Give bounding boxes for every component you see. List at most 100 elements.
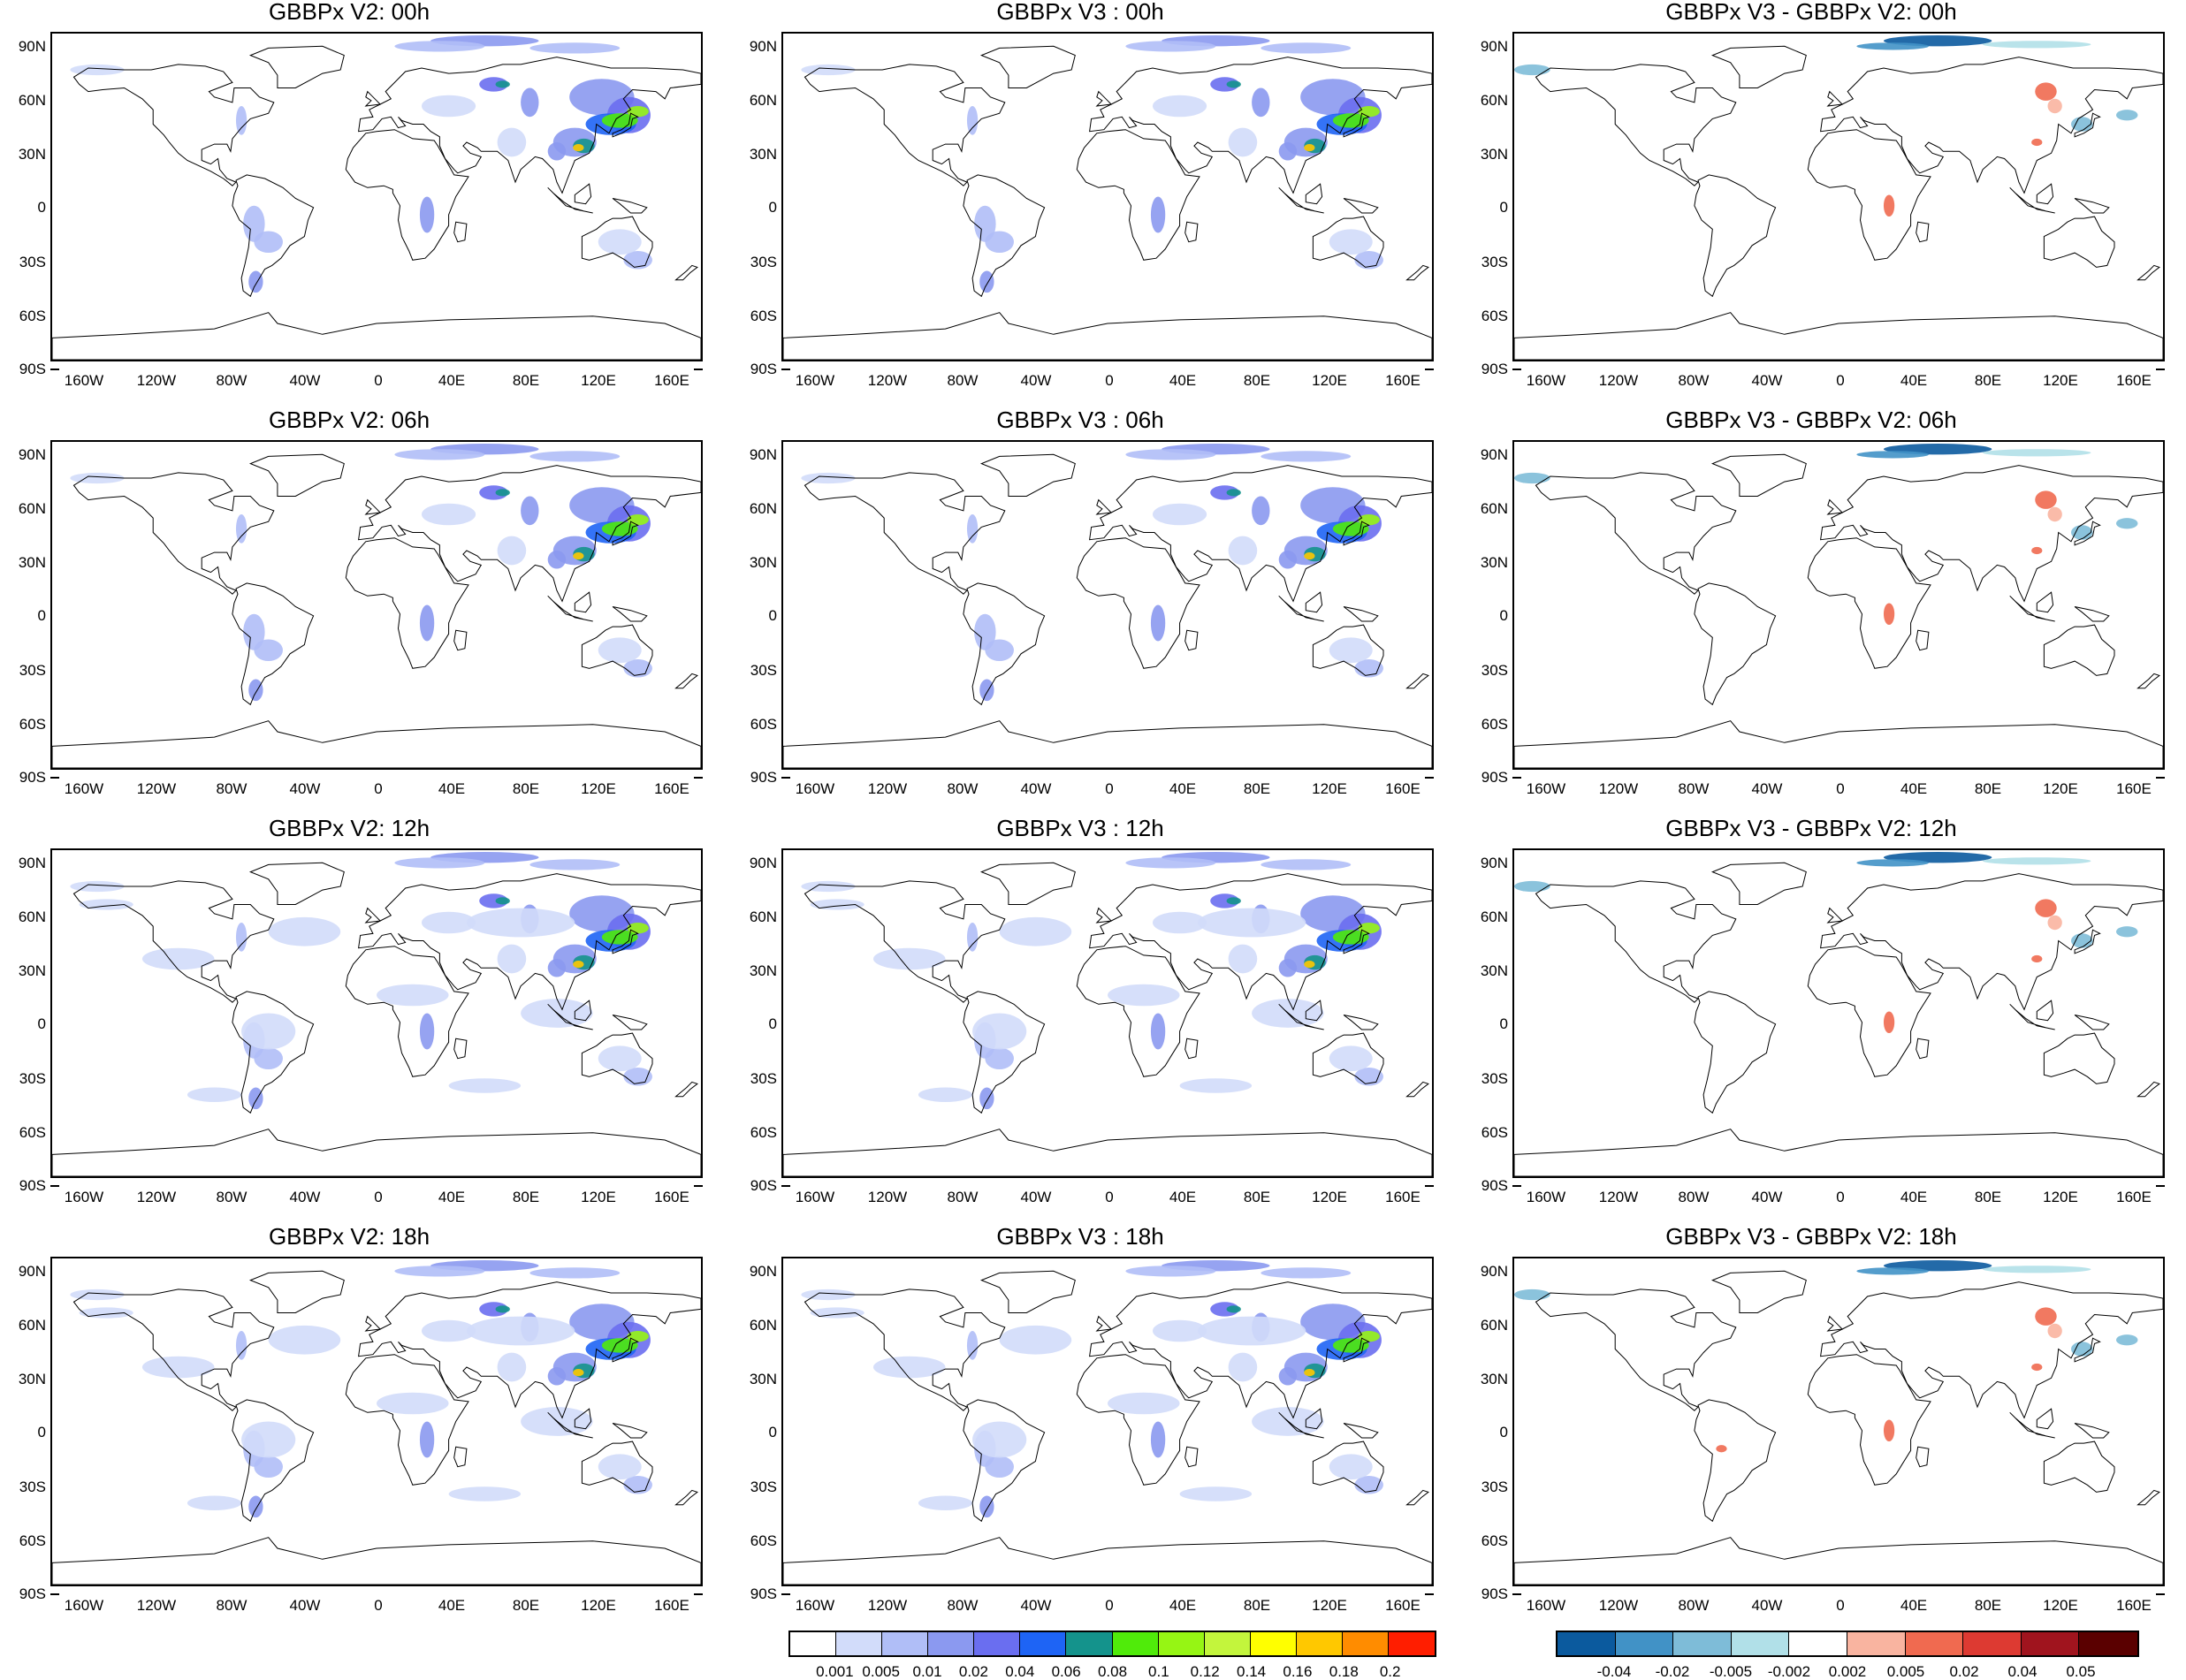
emission-contour (1150, 604, 1166, 642)
latitude-tick-label: 60S (750, 308, 777, 324)
latitude-tick-label: 30N (18, 1371, 46, 1387)
longitude-tick-label: 160E (1385, 372, 1421, 389)
colorbar-label: 0.01 (912, 1663, 942, 1680)
coastline-outline (1184, 221, 1199, 243)
longitude-tick-label: 120W (136, 372, 177, 389)
map-panel: GBBPx V2: 18h 90N 60N 30N 0 30S 60S 90S 160W 120W… (0, 1225, 703, 1633)
emission-contour (235, 923, 248, 952)
emission-contour (1304, 144, 1315, 152)
map-panel: GBBPx V3 - GBBPx V2: 00h 90N 60N 30N 0 30S 60S… (1462, 0, 2165, 408)
latitude-tick-label: 90S (1481, 1177, 1508, 1194)
coastline-outline (358, 873, 701, 1011)
emission-contour (495, 1305, 510, 1313)
latitude-tick-label: 60N (18, 500, 46, 517)
coastline-outline (1694, 1399, 1777, 1523)
emission-contour (1226, 897, 1241, 905)
emission-contour (573, 1369, 584, 1377)
longitude-tick-label: 40W (289, 372, 321, 389)
latitude-tick-label: 30S (1481, 254, 1508, 270)
longitude-tick-label: 40W (1020, 1597, 1052, 1614)
world-map (1512, 848, 2165, 1178)
colorbar-swatch (790, 1632, 837, 1655)
emission-contour (1226, 80, 1241, 88)
colorbar-swatch (1066, 1632, 1113, 1655)
emission-contour (235, 514, 248, 544)
panel-title: GBBPx V2: 00h (268, 0, 430, 25)
emission-contour (1329, 1454, 1373, 1480)
latitude-tick-label: 60S (19, 716, 46, 733)
coastline-outline (1305, 591, 1323, 613)
coastline-outline (1826, 90, 1844, 107)
coastline-outline (1343, 521, 1370, 546)
colorbar-swatch (882, 1632, 929, 1655)
latitude-tick-label: 60N (1480, 92, 1508, 109)
coastline-outline (1514, 720, 2163, 768)
colorbar-swatch (1615, 1632, 1674, 1655)
coastline-outline (547, 595, 593, 622)
coastline-outline (963, 1399, 1046, 1523)
tick-mark (694, 1593, 703, 1595)
world-map (50, 1257, 703, 1586)
colorbar-label: 0.002 (1828, 1663, 1867, 1680)
longitude-tick-label: 120W (1598, 780, 1639, 797)
tick-mark (1512, 1185, 1521, 1187)
emission-contour (248, 679, 263, 702)
emission-contour (1152, 911, 1207, 934)
longitude-tick-label: 120E (2043, 1189, 2078, 1205)
colorbar-swatch (1342, 1632, 1390, 1655)
emission-contour (1210, 485, 1239, 500)
map-canvas (52, 35, 701, 360)
longitude-tick-label: 120W (1598, 1189, 1639, 1205)
longitude-tick-label: 120E (581, 1189, 616, 1205)
coastline-outline (345, 1354, 469, 1486)
colorbar-label: -0.005 (1709, 1663, 1753, 1680)
longitude-tick-label: 160W (64, 780, 104, 797)
coastline-outline (1820, 57, 2163, 194)
latitude-tick-label: 60S (1481, 1124, 1508, 1141)
longitude-tick-label: 80W (1678, 780, 1710, 797)
latitude-tick-label: 90N (749, 446, 777, 463)
emission-contour (479, 893, 508, 908)
map-canvas (783, 444, 1432, 768)
emission-contour (1228, 536, 1258, 566)
latitude-tick-label: 90S (1481, 769, 1508, 786)
latitude-tick-label: 30S (19, 662, 46, 679)
longitude-tick-label: 160E (1385, 780, 1421, 797)
emission-contour (479, 77, 508, 92)
colorbar-swatch (1731, 1632, 1790, 1655)
world-map (50, 32, 703, 361)
emission-contour (2035, 490, 2057, 509)
latitude-tick-label: 90S (1481, 361, 1508, 377)
emission-contour (448, 1078, 522, 1093)
longitude-tick-label: 0 (374, 1597, 383, 1614)
longitude-tick-label: 40W (1020, 780, 1052, 797)
emission-contour (377, 1392, 449, 1415)
emission-contour (248, 1087, 263, 1110)
coastline-outline (2043, 624, 2115, 676)
emission-contour (1252, 87, 1270, 118)
colorbar-swatch (836, 1632, 883, 1655)
coastline-outline (979, 45, 1076, 88)
longitude-tick-label: 40E (438, 1597, 466, 1614)
longitude-tick-label: 120E (581, 780, 616, 797)
latitude-tick-label: 30S (1481, 662, 1508, 679)
coastline-outline (1535, 1289, 1737, 1411)
longitude-tick-label: 160W (1526, 1597, 1566, 1614)
coastline-outline (1820, 1281, 2163, 1419)
emission-contour (495, 489, 510, 497)
coastline-outline (232, 174, 315, 298)
latitude-tick-label: 30N (18, 146, 46, 163)
emission-contour (466, 908, 575, 938)
tick-mark (1512, 777, 1521, 779)
coastline-outline (979, 862, 1076, 905)
colorbar (788, 1631, 1436, 1657)
tick-mark (781, 1185, 790, 1187)
emission-contour (810, 1307, 864, 1319)
longitude-tick-label: 40W (1020, 1189, 1052, 1205)
world-map (781, 440, 1434, 770)
emission-contour (547, 959, 567, 977)
longitude-tick-label: 40E (1169, 1189, 1197, 1205)
latitude-tick-label: 90N (1480, 855, 1508, 871)
longitude-tick-label: 80E (512, 780, 540, 797)
world-map (781, 32, 1434, 361)
